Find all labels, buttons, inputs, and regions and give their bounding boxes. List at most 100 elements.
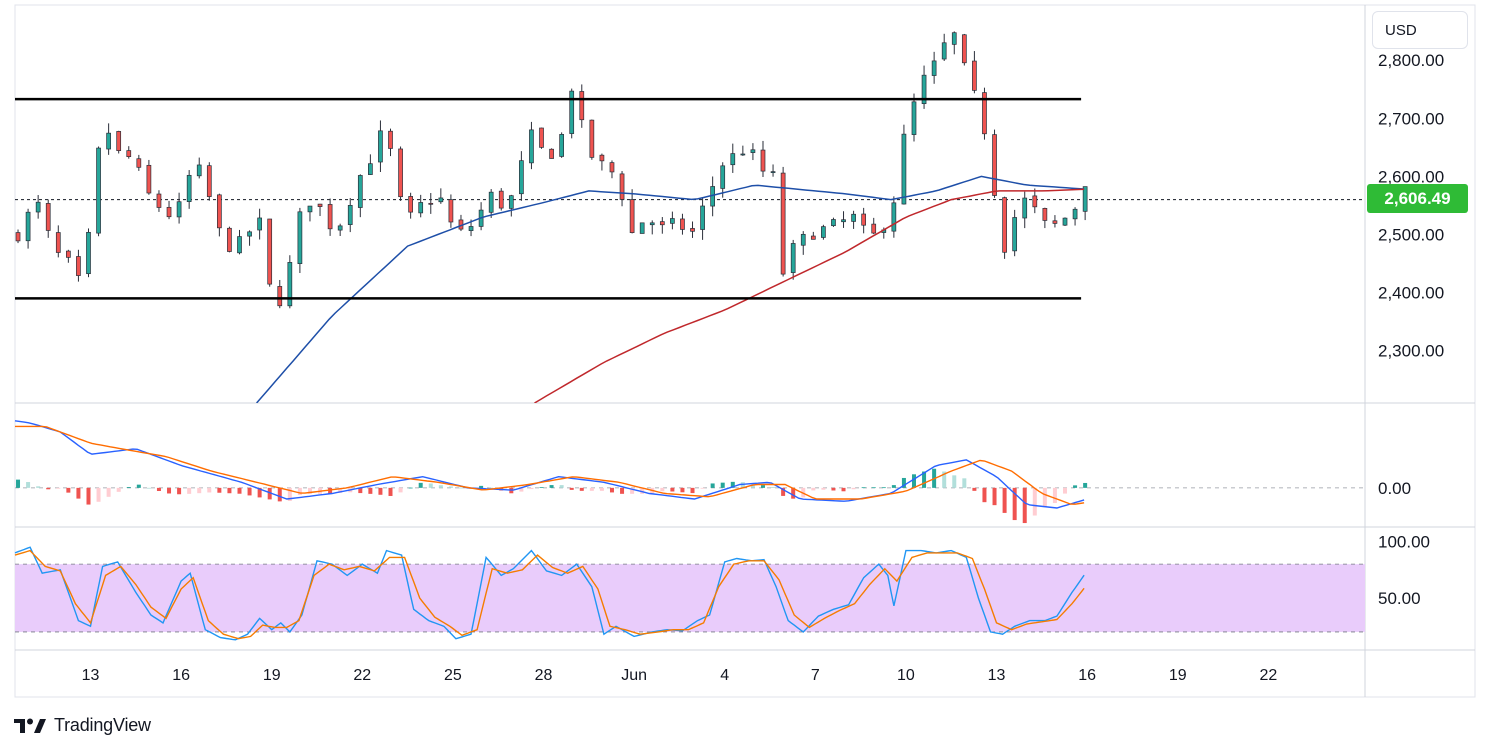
candle[interactable] <box>368 154 373 175</box>
candle[interactable] <box>247 230 252 246</box>
candle[interactable] <box>25 208 31 249</box>
candle[interactable] <box>388 128 393 157</box>
candle[interactable] <box>488 189 494 218</box>
candle[interactable] <box>921 65 927 109</box>
candle[interactable] <box>277 279 283 309</box>
candle[interactable] <box>841 211 846 228</box>
candle[interactable] <box>589 119 595 160</box>
candle[interactable] <box>579 84 585 128</box>
candle[interactable] <box>307 205 313 222</box>
candle[interactable] <box>35 195 41 219</box>
candle[interactable] <box>700 197 705 240</box>
candle[interactable] <box>156 190 162 212</box>
candle[interactable] <box>519 151 524 201</box>
candle[interactable] <box>498 188 504 211</box>
candle[interactable] <box>217 193 222 237</box>
candle[interactable] <box>649 220 655 235</box>
candle[interactable] <box>508 194 514 217</box>
candle[interactable] <box>951 31 957 55</box>
price-panel[interactable] <box>15 31 1365 403</box>
macd-panel[interactable] <box>14 420 1365 524</box>
candle[interactable] <box>1042 207 1048 229</box>
candle[interactable] <box>86 228 91 278</box>
candle[interactable] <box>398 146 403 201</box>
candle[interactable] <box>941 33 947 62</box>
candle[interactable] <box>186 170 192 209</box>
candle[interactable] <box>196 157 202 179</box>
candle[interactable] <box>347 198 353 233</box>
candle[interactable] <box>569 88 575 139</box>
candle[interactable] <box>821 224 826 240</box>
candle[interactable] <box>116 130 122 154</box>
candle[interactable] <box>539 127 544 149</box>
candle[interactable] <box>176 192 182 224</box>
candle[interactable] <box>720 162 726 198</box>
candle[interactable] <box>891 196 897 238</box>
candle[interactable] <box>831 217 836 227</box>
candle[interactable] <box>206 162 212 201</box>
price-axis[interactable]: 2,300.00 2,400.00 2,500.00 2,600.00 2,700.00… <box>1378 51 1444 608</box>
candle[interactable] <box>931 51 937 84</box>
candle[interactable] <box>1062 217 1068 227</box>
stochastic-panel[interactable] <box>14 546 1365 641</box>
candle[interactable] <box>629 189 635 234</box>
candle[interactable] <box>730 143 736 173</box>
candle[interactable] <box>267 218 273 287</box>
candle[interactable] <box>871 217 877 235</box>
candle[interactable] <box>126 146 132 159</box>
candle[interactable] <box>901 124 907 205</box>
candle[interactable] <box>237 229 242 255</box>
candle[interactable] <box>559 132 564 158</box>
candle[interactable] <box>1002 196 1007 259</box>
candle[interactable] <box>448 194 454 228</box>
candle[interactable] <box>408 192 413 219</box>
candle[interactable] <box>1052 215 1058 228</box>
candle[interactable] <box>1022 191 1028 229</box>
candle[interactable] <box>136 154 142 171</box>
candle[interactable] <box>287 255 293 309</box>
candle[interactable] <box>1082 186 1088 221</box>
candle[interactable] <box>55 225 61 258</box>
candle[interactable] <box>549 148 554 159</box>
candle[interactable] <box>861 207 867 234</box>
candle[interactable] <box>257 208 262 240</box>
candle[interactable] <box>690 221 695 238</box>
candle[interactable] <box>770 164 776 177</box>
candle[interactable] <box>609 160 615 179</box>
candle[interactable] <box>992 129 997 198</box>
candle[interactable] <box>337 223 343 236</box>
candle[interactable] <box>680 213 685 235</box>
candle[interactable] <box>659 217 665 234</box>
candle[interactable] <box>740 145 746 156</box>
candle[interactable] <box>529 121 534 170</box>
candle[interactable] <box>810 231 816 240</box>
candle[interactable] <box>800 231 806 255</box>
candle[interactable] <box>760 140 766 177</box>
candle[interactable] <box>76 249 81 282</box>
candle[interactable] <box>1072 207 1078 226</box>
candle[interactable] <box>982 87 987 140</box>
candle[interactable] <box>357 174 363 218</box>
candle[interactable] <box>96 146 101 237</box>
candle[interactable] <box>106 123 111 155</box>
candle[interactable] <box>619 171 625 207</box>
candle[interactable] <box>972 51 977 94</box>
candle[interactable] <box>428 193 434 214</box>
candle[interactable] <box>317 203 323 217</box>
time-axis[interactable]: 13 16 19 22 25 28 Jun 4 7 10 13 16 19 22 <box>82 667 1278 684</box>
candle[interactable] <box>166 200 172 220</box>
candle[interactable] <box>227 226 232 253</box>
candle[interactable] <box>639 222 645 234</box>
candle[interactable] <box>670 211 675 230</box>
candle[interactable] <box>780 166 786 277</box>
candle[interactable] <box>66 249 71 263</box>
candle[interactable] <box>45 199 51 238</box>
candle[interactable] <box>790 239 796 280</box>
candle[interactable] <box>297 207 303 273</box>
candle[interactable] <box>1032 188 1038 214</box>
candle[interactable] <box>911 93 917 142</box>
candle[interactable] <box>750 143 756 161</box>
candle[interactable] <box>378 120 383 172</box>
currency-selector[interactable]: USD <box>1372 11 1468 49</box>
